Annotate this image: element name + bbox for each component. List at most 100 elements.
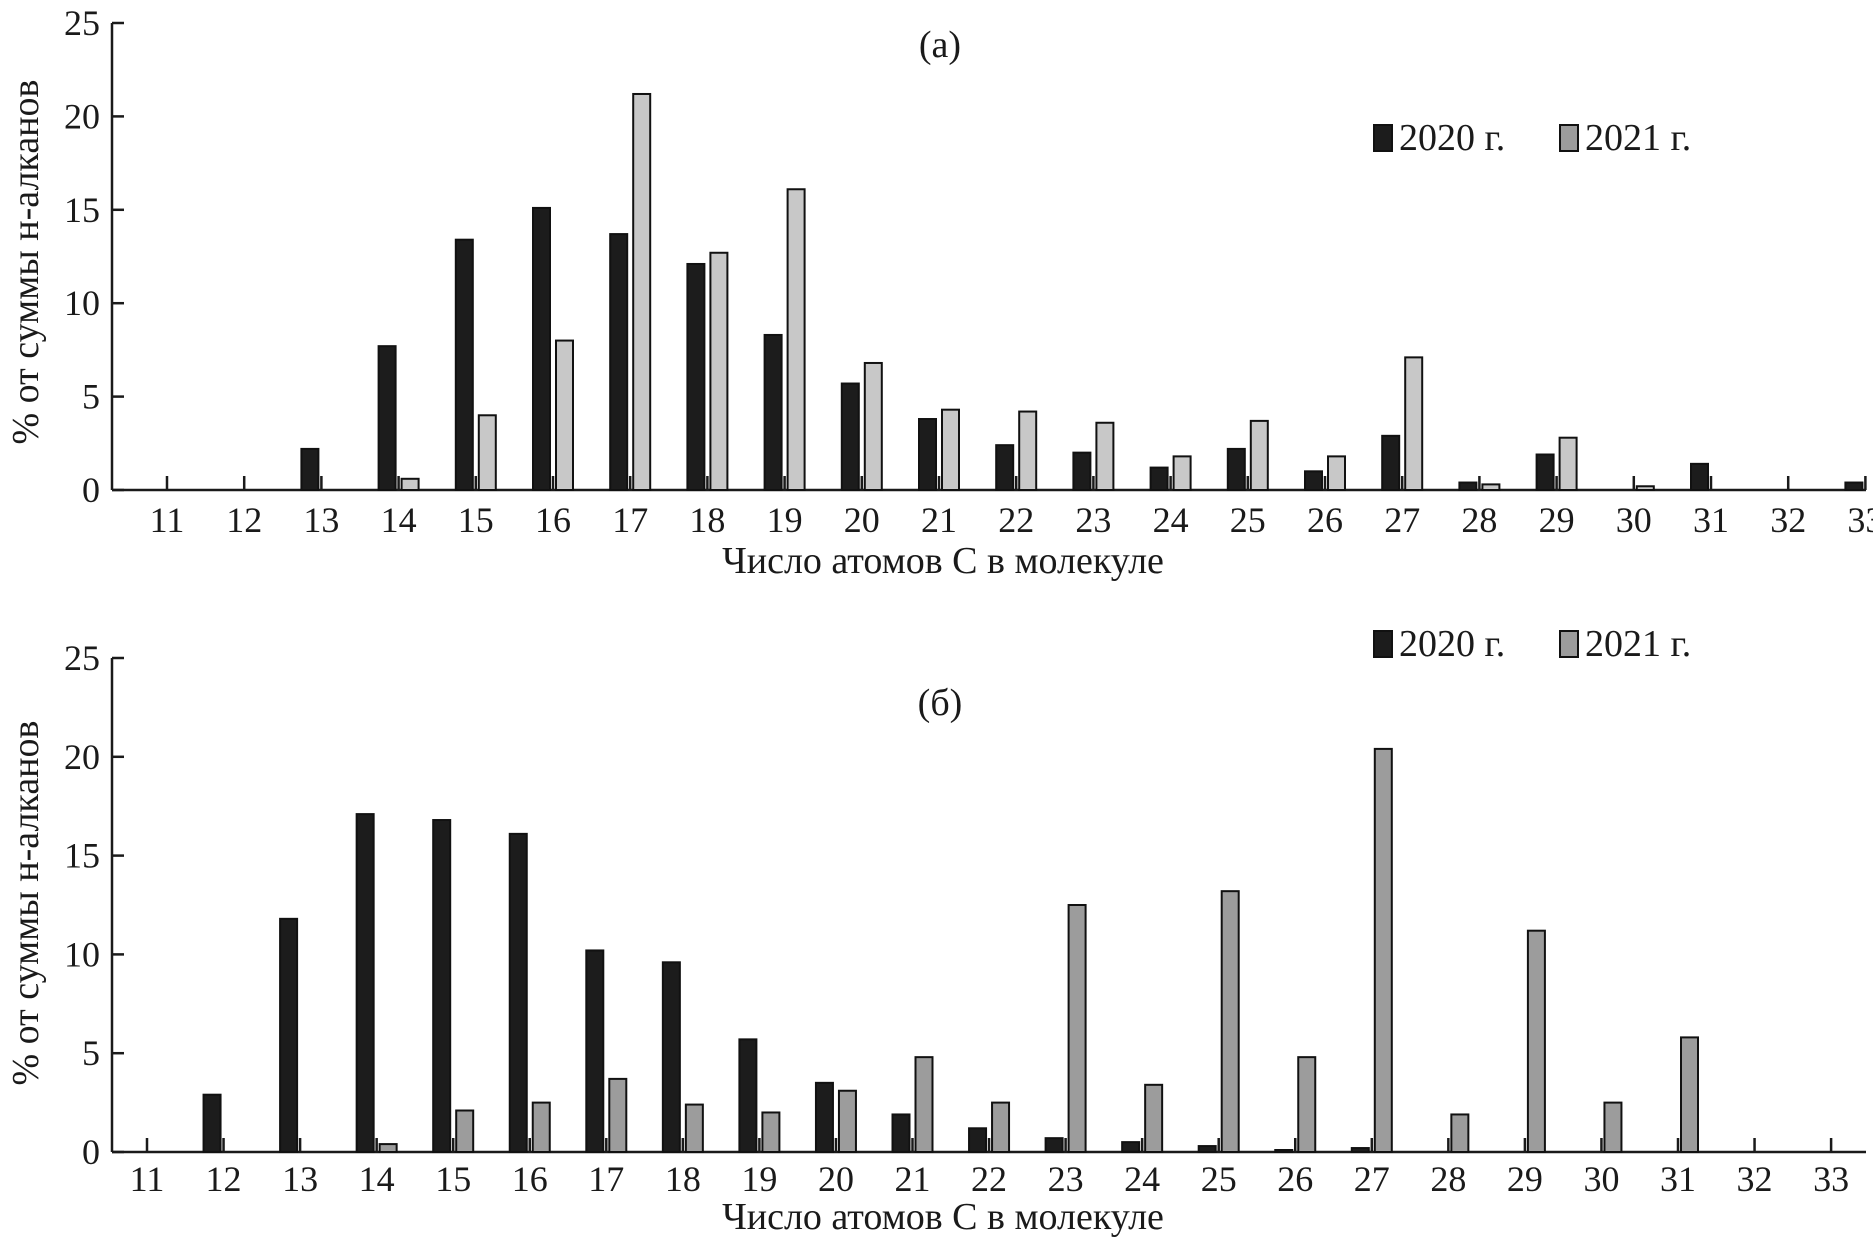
x-tick-label-b: 24 (1124, 1159, 1160, 1199)
bar-b-2021-c21 (914, 1056, 934, 1153)
x-tick-label-a: 24 (1153, 500, 1189, 540)
bar-b-2021-c18 (684, 1103, 704, 1154)
x-tick-label-a: 20 (844, 500, 880, 540)
x-tick-label-a: 26 (1307, 500, 1343, 540)
bar-a-2021-c29 (1558, 436, 1578, 492)
axes-b: 0 5 10 15 20 25 11 12 13 14 15 16 17 18 19 20 21 22 23 24 25… (64, 638, 1866, 1199)
bar-a-2021-c15 (477, 414, 497, 491)
legend-a: 2020 г. 2021 г. (1373, 117, 1691, 159)
bar-a-2021-c14 (400, 477, 420, 491)
x-tick-label-a: 25 (1230, 500, 1266, 540)
x-tick-label-b: 15 (435, 1159, 471, 1199)
bar-a-2020-c26 (1304, 470, 1323, 492)
x-tick-label-b: 27 (1354, 1159, 1390, 1199)
bar-a-2021-c17 (632, 92, 652, 491)
bar-b-2020-c27 (1350, 1147, 1370, 1153)
x-tick-label-b: 25 (1201, 1159, 1237, 1199)
bar-b-2021-c23 (1067, 904, 1087, 1153)
y-tick-label-a: 10 (64, 283, 100, 323)
bar-a-2020-c16 (532, 206, 551, 491)
bar-a-2021-c26 (1327, 455, 1346, 492)
bar-a-2020-c31 (1690, 462, 1709, 491)
legend-swatch-2021-a (1559, 124, 1579, 152)
bar-b-2020-c21 (891, 1113, 911, 1154)
bar-b-2020-c16 (508, 832, 528, 1153)
bar-b-2021-c30 (1603, 1101, 1623, 1153)
y-tick-label-b: 0 (82, 1132, 100, 1172)
x-tick-label-b: 12 (206, 1159, 242, 1199)
bar-b-2021-c22 (991, 1101, 1011, 1153)
x-tick-label-b: 18 (665, 1159, 701, 1199)
bar-a-2021-c22 (1018, 410, 1038, 492)
bar-a-2021-c20 (863, 361, 883, 492)
x-tick-label-a: 11 (150, 500, 185, 540)
legend-label-2021-b: 2021 г. (1585, 623, 1691, 665)
bar-a-2021-c23 (1095, 421, 1115, 492)
y-tick-label-a: 20 (64, 96, 100, 136)
bar-b-2021-c31 (1680, 1036, 1699, 1153)
bar-b-2020-c17 (585, 949, 605, 1153)
bar-b-2020-c25 (1197, 1145, 1217, 1154)
bar-b-2021-c28 (1450, 1113, 1470, 1154)
bars-a (300, 92, 1864, 492)
y-tick-label-b: 10 (64, 934, 100, 974)
x-tick-label-b: 33 (1813, 1159, 1849, 1199)
bar-b-2020-c15 (432, 819, 452, 1153)
bar-a-2021-c27 (1404, 356, 1424, 492)
bar-a-2020-c24 (1149, 466, 1169, 492)
bar-a-2021-c18 (709, 251, 729, 491)
x-tick-label-a: 18 (689, 500, 725, 540)
bar-b-2020-c13 (279, 917, 299, 1153)
bar-a-2020-c14 (377, 345, 397, 491)
bar-a-2020-c33 (1844, 481, 1864, 492)
chart-panel-a: (а) 0 5 10 15 20 25 11 12 13 14 15 16 17 18 19 20 21 22 23… (5, 3, 1873, 582)
y-tick-label-a: 0 (82, 470, 100, 510)
bar-b-2021-c27 (1373, 747, 1393, 1153)
x-tick-label-a: 33 (1847, 500, 1873, 540)
y-tick-label-b: 15 (64, 836, 100, 876)
x-tick-label-b: 23 (1048, 1159, 1084, 1199)
bar-a-2020-c15 (454, 238, 474, 491)
bar-b-2021-c29 (1526, 929, 1546, 1153)
panel-label-b: (б) (918, 682, 963, 724)
legend-swatch-2020-b (1373, 630, 1393, 658)
bar-b-2020-c26 (1274, 1149, 1294, 1153)
bar-a-2020-c19 (763, 333, 783, 491)
x-tick-label-b: 22 (971, 1159, 1007, 1199)
x-tick-label-b: 32 (1737, 1159, 1773, 1199)
bar-a-2020-c20 (840, 382, 860, 491)
x-tick-label-a: 13 (303, 500, 339, 540)
x-tick-label-a: 32 (1770, 500, 1806, 540)
bar-b-2021-c19 (761, 1111, 781, 1153)
axes-a: 0 5 10 15 20 25 11 12 13 14 15 16 17 18 19 20 21 22 23 24 25… (64, 3, 1873, 540)
legend-label-2020-a: 2020 г. (1399, 117, 1505, 159)
y-tick-label-b: 20 (64, 737, 100, 777)
y-tick-label-b: 25 (64, 638, 100, 678)
bar-b-2021-c16 (531, 1101, 551, 1153)
bar-b-2021-c14 (378, 1143, 398, 1153)
bar-a-2020-c29 (1535, 453, 1555, 491)
bar-a-2021-c24 (1172, 455, 1192, 492)
x-tick-label-b: 20 (818, 1159, 854, 1199)
bar-a-2020-c22 (995, 444, 1015, 491)
bar-a-2020-c27 (1381, 434, 1401, 492)
x-tick-label-b: 28 (1430, 1159, 1466, 1199)
bar-b-2021-c25 (1220, 890, 1240, 1154)
bar-b-2020-c22 (968, 1127, 988, 1153)
panel-label-a: (а) (919, 24, 961, 66)
x-tick-label-b: 31 (1660, 1159, 1696, 1199)
x-tick-label-b: 29 (1507, 1159, 1543, 1199)
bar-a-2020-c25 (1226, 447, 1246, 491)
bar-a-2020-c21 (918, 418, 937, 491)
x-tick-label-b: 13 (282, 1159, 318, 1199)
bars-b (202, 747, 1699, 1154)
legend-b: 2020 г. 2021 г. (1373, 623, 1691, 665)
x-tick-label-a: 22 (998, 500, 1034, 540)
bar-a-2020-c28 (1458, 481, 1478, 492)
x-tick-label-b: 11 (130, 1159, 165, 1199)
bar-b-2021-c17 (608, 1077, 628, 1153)
x-tick-label-b: 21 (895, 1159, 931, 1199)
y-tick-label-a: 25 (64, 3, 100, 43)
bar-a-2021-c19 (786, 188, 806, 491)
bar-a-2021-c16 (555, 339, 574, 491)
